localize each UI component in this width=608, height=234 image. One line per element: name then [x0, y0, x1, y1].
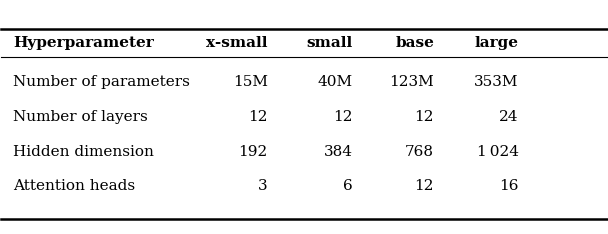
Text: 192: 192: [238, 145, 268, 159]
Text: 123M: 123M: [389, 75, 434, 89]
Text: 40M: 40M: [317, 75, 353, 89]
Text: 6: 6: [343, 179, 353, 193]
Text: small: small: [306, 36, 353, 50]
Text: 1 024: 1 024: [477, 145, 519, 159]
Text: 15M: 15M: [233, 75, 268, 89]
Text: 12: 12: [248, 110, 268, 124]
Text: Number of layers: Number of layers: [13, 110, 148, 124]
Text: Number of parameters: Number of parameters: [13, 75, 190, 89]
Text: 768: 768: [405, 145, 434, 159]
Text: 12: 12: [415, 110, 434, 124]
Text: 24: 24: [499, 110, 519, 124]
Text: 12: 12: [333, 110, 353, 124]
Text: Attention heads: Attention heads: [13, 179, 136, 193]
Text: large: large: [475, 36, 519, 50]
Text: x-small: x-small: [206, 36, 268, 50]
Text: 12: 12: [415, 179, 434, 193]
Text: Hyperparameter: Hyperparameter: [13, 36, 154, 50]
Text: 384: 384: [323, 145, 353, 159]
Text: 353M: 353M: [474, 75, 519, 89]
Text: 16: 16: [499, 179, 519, 193]
Text: 3: 3: [258, 179, 268, 193]
Text: base: base: [395, 36, 434, 50]
Text: Hidden dimension: Hidden dimension: [13, 145, 154, 159]
